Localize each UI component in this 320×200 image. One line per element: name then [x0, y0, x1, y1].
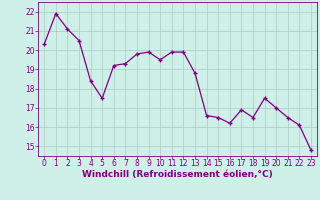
X-axis label: Windchill (Refroidissement éolien,°C): Windchill (Refroidissement éolien,°C) [82, 170, 273, 179]
